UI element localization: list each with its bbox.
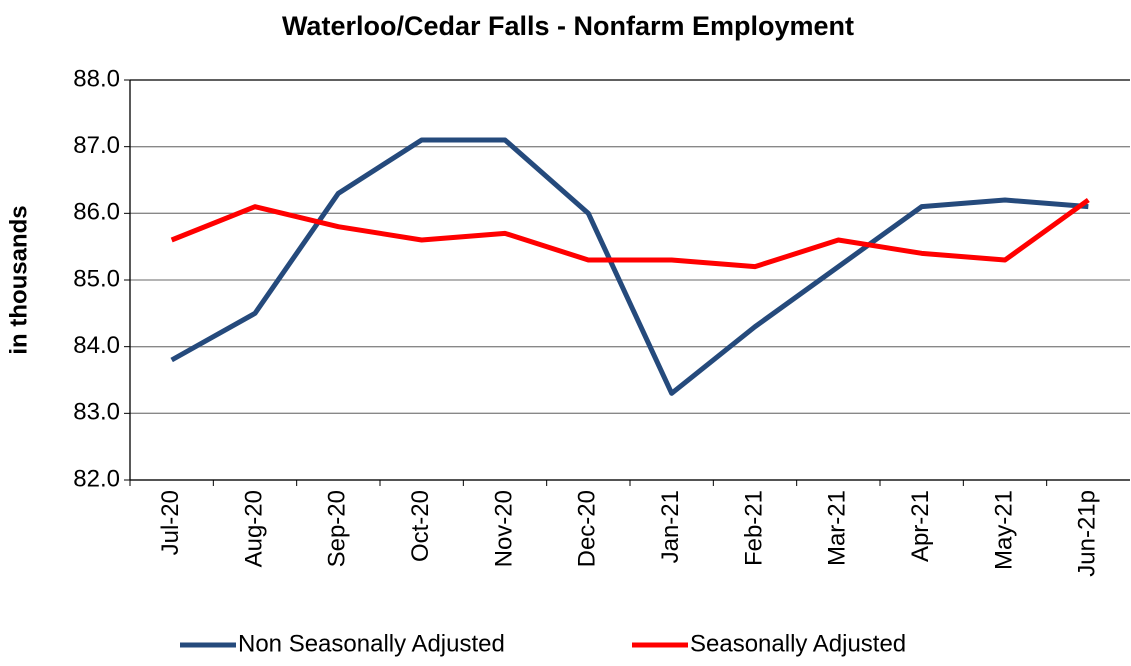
y-tick-label: 87.0 [73,132,120,159]
line-series [170,137,1089,396]
y-tick-label: 82.0 [73,465,120,492]
x-tick-label: May-21 [990,490,1017,570]
x-tick-label: Apr-21 [907,490,934,562]
legend-label: Non Seasonally Adjusted [238,630,505,657]
x-tick-label: Jun-21p [1074,490,1101,577]
x-tick-label: Jul-20 [157,490,184,555]
y-tick-label: 85.0 [73,265,120,292]
y-tick-label: 86.0 [73,199,120,226]
legend-label: Seasonally Adjusted [690,630,906,657]
y-tick-label: 88.0 [73,65,120,92]
x-tick-label: Feb-21 [740,490,767,566]
x-tick-label: Dec-20 [574,490,601,567]
x-tick-label: Oct-20 [407,490,434,562]
y-axis-title: in thousands [5,205,32,354]
x-tick-label: Nov-20 [490,490,517,567]
x-tick-label: Sep-20 [324,490,351,567]
y-tick-label: 83.0 [73,399,120,426]
x-tick-label: Aug-20 [240,490,267,567]
line-series [170,197,1090,270]
y-tick-label: 84.0 [73,332,120,359]
x-tick-label: Jan-21 [657,490,684,563]
chart-title: Waterloo/Cedar Falls - Nonfarm Employmen… [282,11,854,41]
x-tick-label: Mar-21 [824,490,851,566]
